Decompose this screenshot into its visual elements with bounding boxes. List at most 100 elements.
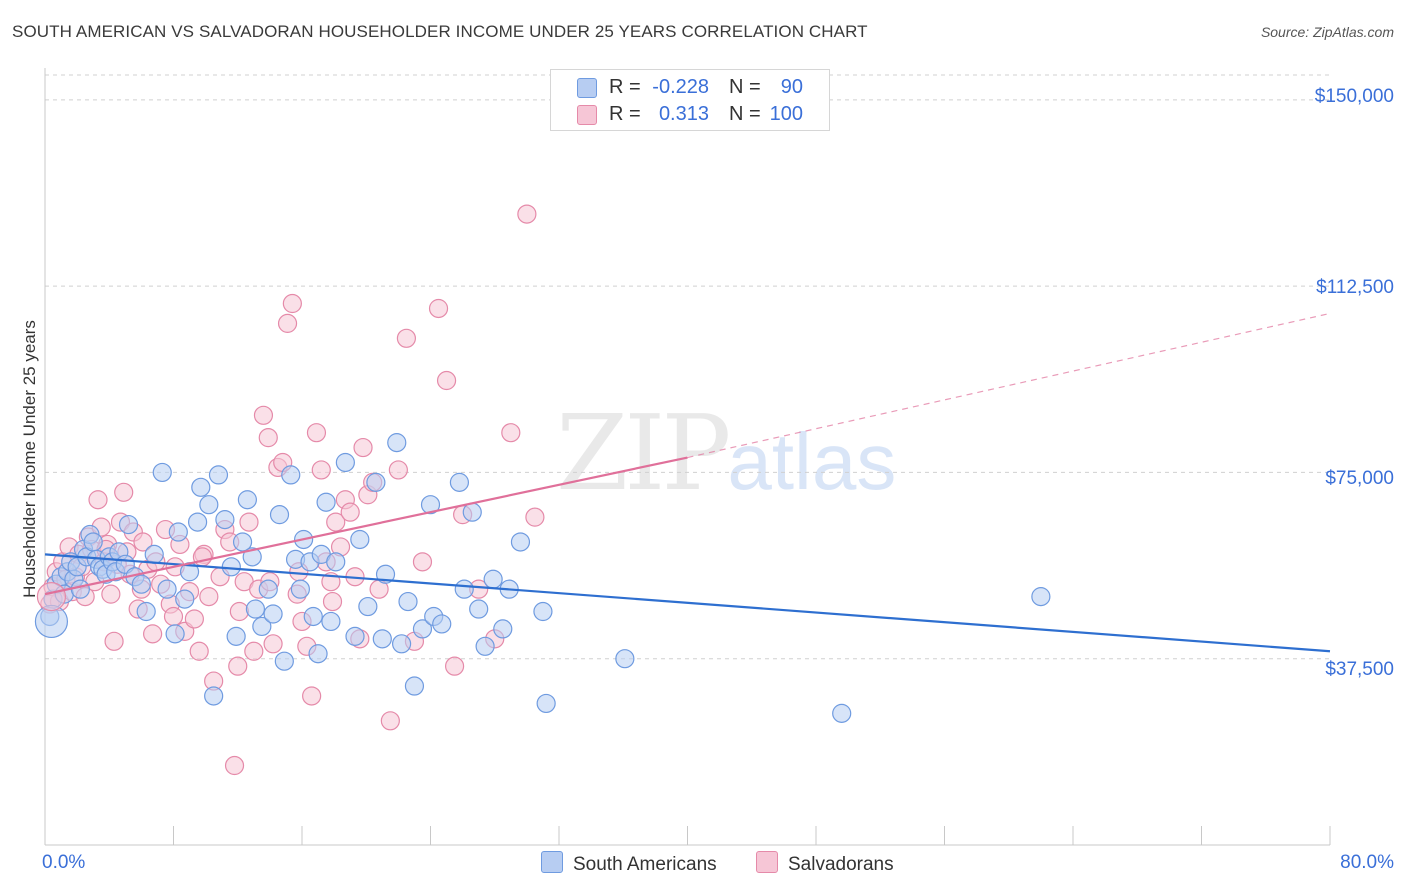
south-american-point — [462, 502, 482, 522]
salvadoran-point — [396, 328, 417, 348]
chart-title: SOUTH AMERICAN VS SALVADORAN HOUSEHOLDER… — [12, 22, 868, 41]
south-american-point — [321, 611, 341, 632]
source-label: Source: ZipAtlas.com — [1260, 24, 1394, 40]
south-american-point — [345, 626, 365, 646]
south-american-trend-line — [44, 553, 1331, 653]
south-american-point — [316, 492, 336, 512]
south-american-point — [510, 532, 531, 552]
south-american-point — [475, 636, 495, 656]
south-american-point — [449, 472, 470, 492]
salvadoran-point — [133, 532, 153, 552]
south-american-point — [157, 579, 177, 599]
salvadoran-point — [258, 428, 278, 448]
south-american-point — [226, 626, 246, 646]
south-american-point — [372, 629, 392, 649]
south-american-point — [245, 599, 266, 619]
south-american-point — [281, 465, 301, 485]
salvadoran-point — [229, 601, 249, 622]
south-american-point — [1031, 587, 1051, 607]
salvadoran-point — [277, 313, 298, 333]
south-american-point — [232, 532, 253, 552]
salvadoran-point — [436, 370, 457, 391]
south-american-point — [131, 574, 151, 594]
south-american-point — [387, 433, 407, 453]
south-american-point — [144, 544, 164, 564]
south-american-point — [404, 676, 425, 696]
x-tick-min: 0.0% — [42, 852, 86, 873]
south-american-point — [70, 579, 90, 599]
r-value: 0.313 — [658, 103, 709, 125]
south-american-point — [358, 596, 378, 617]
salvadoran-point — [114, 482, 134, 502]
legend-row-salvadorans: R = 0.313 N = 100 — [551, 101, 829, 127]
south-american-point — [366, 472, 386, 492]
n-value: 90 — [780, 76, 803, 98]
south-american-point — [237, 490, 257, 510]
south-american-point — [615, 649, 635, 669]
y-tick-37500: $37,500 — [1325, 659, 1394, 680]
n-label: N = — [729, 103, 761, 125]
salvadoran-cluster-point — [36, 582, 67, 612]
south-american-point — [118, 514, 139, 535]
salvadoran-point — [517, 204, 537, 224]
south-american-point — [326, 552, 346, 572]
salvadoran-point — [444, 656, 465, 676]
y-tick-112500: $112,500 — [1316, 277, 1394, 298]
salvadoran-point — [380, 711, 400, 731]
salvadoran-point — [306, 423, 327, 443]
salvadoran-point — [244, 641, 264, 661]
south-american-point — [269, 505, 290, 525]
south-american-point — [83, 532, 103, 552]
south-american-point — [168, 522, 188, 542]
south-american-point — [483, 569, 503, 589]
salvadoran-point — [322, 591, 343, 612]
salvadoran-trend-extension — [687, 312, 1331, 459]
south-american-point — [263, 604, 283, 624]
south-american-point — [536, 693, 556, 714]
blue-swatch-icon — [577, 78, 597, 98]
south-american-point — [252, 616, 272, 637]
legend-row-south-americans: R = -0.228 N = 90 — [551, 74, 829, 100]
salvadoran-point — [224, 755, 245, 776]
pink-swatch-icon — [756, 851, 778, 873]
legend-label: South Americans — [573, 854, 717, 875]
south-american-point — [308, 644, 328, 664]
south-american-point — [152, 462, 172, 483]
south-american-point — [274, 651, 294, 671]
n-label: N = — [729, 76, 761, 98]
south-american-point — [165, 624, 185, 644]
r-label: R = — [609, 103, 641, 125]
salvadoran-point — [263, 634, 283, 654]
south-american-point — [432, 614, 452, 634]
south-american-point — [469, 599, 489, 619]
south-american-point — [398, 591, 418, 612]
south-american-point — [303, 606, 323, 627]
legend-label: Salvadorans — [788, 854, 894, 875]
south-american-point — [208, 465, 229, 485]
salvadoran-point — [311, 460, 331, 480]
r-label: R = — [609, 76, 641, 98]
south-american-point — [199, 495, 219, 515]
south-american-point — [258, 579, 278, 599]
salvadoran-point — [428, 298, 449, 319]
salvadoran-point — [88, 490, 108, 510]
legend-item-salvadorans[interactable]: Salvadorans — [756, 851, 894, 877]
south-american-point — [204, 686, 224, 706]
salvadoran-point — [525, 507, 545, 527]
south-american-point — [391, 634, 412, 654]
y-tick-75000: $75,000 — [1325, 468, 1394, 489]
south-american-point — [242, 547, 262, 567]
x-tick-max: 80.0% — [1340, 852, 1394, 873]
salvadoran-point — [189, 641, 209, 661]
south-american-point — [136, 601, 156, 622]
r-value: -0.228 — [652, 76, 709, 98]
salvadoran-trend-line — [44, 456, 688, 596]
legend-item-south-americans[interactable]: South Americans — [541, 851, 717, 877]
salvadoran-point — [101, 584, 121, 604]
south-american-point — [454, 579, 474, 599]
salvadoran-point — [184, 609, 204, 629]
salvadoran-point — [228, 656, 248, 676]
south-american-point — [175, 589, 195, 609]
salvadoran-point — [326, 512, 346, 532]
